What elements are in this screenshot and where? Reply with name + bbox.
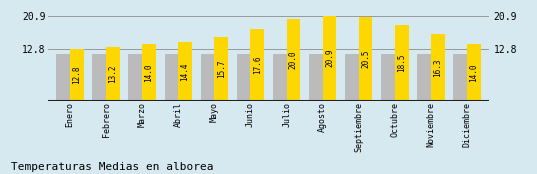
Text: Temperaturas Medias en alborea: Temperaturas Medias en alborea bbox=[11, 162, 213, 172]
Bar bbox=[323, 15, 336, 101]
Text: 14.0: 14.0 bbox=[144, 63, 154, 82]
Bar bbox=[250, 29, 264, 101]
Text: 20.0: 20.0 bbox=[289, 51, 298, 69]
Text: 15.7: 15.7 bbox=[217, 60, 226, 78]
Text: 13.2: 13.2 bbox=[108, 65, 118, 83]
Bar bbox=[309, 54, 323, 101]
Text: 20.9: 20.9 bbox=[325, 49, 334, 68]
Bar bbox=[345, 54, 359, 101]
Bar bbox=[287, 19, 300, 101]
Bar bbox=[381, 54, 395, 101]
Bar bbox=[201, 54, 214, 101]
Text: 20.5: 20.5 bbox=[361, 50, 370, 68]
Bar bbox=[214, 37, 228, 101]
Bar bbox=[359, 17, 373, 101]
Bar bbox=[395, 25, 409, 101]
Bar bbox=[70, 49, 84, 101]
Bar bbox=[453, 54, 467, 101]
Text: 16.3: 16.3 bbox=[433, 58, 442, 77]
Bar bbox=[273, 54, 287, 101]
Bar bbox=[92, 54, 106, 101]
Text: 14.0: 14.0 bbox=[469, 63, 478, 82]
Bar bbox=[56, 54, 70, 101]
Bar bbox=[128, 54, 142, 101]
Bar bbox=[142, 44, 156, 101]
Bar bbox=[417, 54, 431, 101]
Text: 17.6: 17.6 bbox=[253, 56, 262, 74]
Bar bbox=[164, 54, 178, 101]
Bar bbox=[178, 42, 192, 101]
Bar bbox=[431, 34, 445, 101]
Bar bbox=[106, 47, 120, 101]
Bar bbox=[237, 54, 250, 101]
Bar bbox=[467, 44, 481, 101]
Text: 14.4: 14.4 bbox=[180, 62, 190, 81]
Text: 12.8: 12.8 bbox=[72, 66, 81, 84]
Text: 18.5: 18.5 bbox=[397, 54, 406, 72]
